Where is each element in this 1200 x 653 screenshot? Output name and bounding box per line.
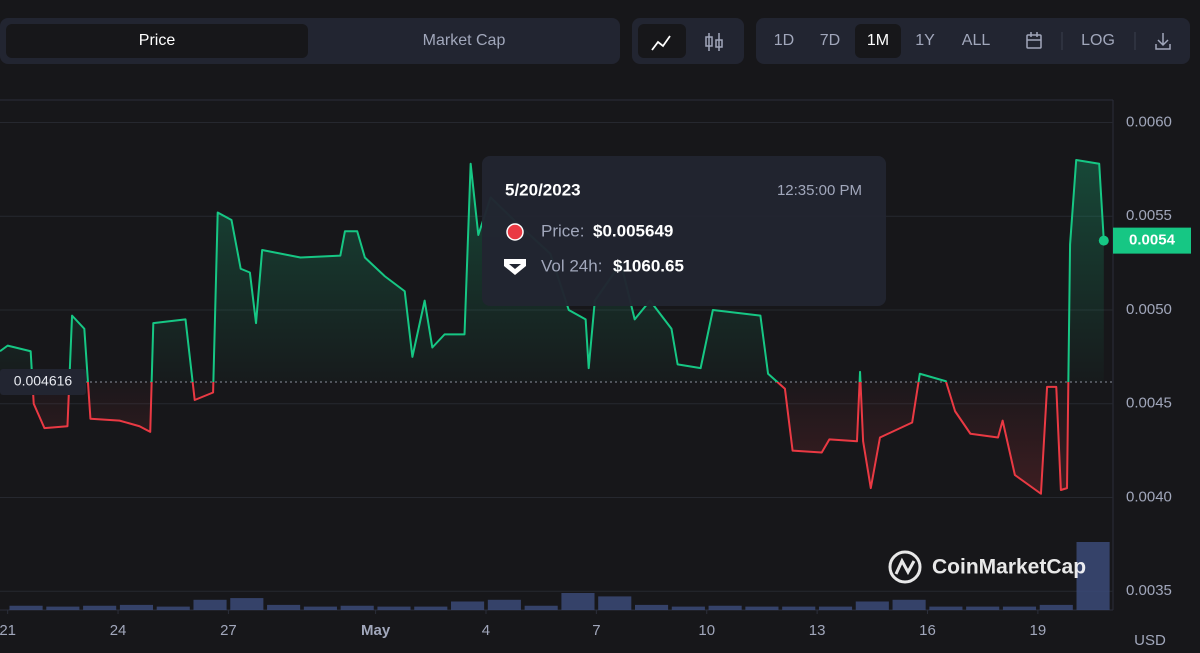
range-button[interactable]: ALL: [962, 32, 991, 49]
volume-bar: [193, 599, 227, 610]
y-tick-label: 0.0045: [1126, 395, 1172, 412]
volume-bar: [818, 606, 853, 610]
volume-bar: [303, 606, 337, 610]
volume-bar: [892, 599, 926, 610]
volume-icon-inner: [509, 264, 521, 269]
x-tick-label: 4: [482, 622, 490, 639]
volume-bar: [855, 601, 889, 610]
watermark: CoinMarketCap: [888, 550, 1086, 584]
download-icon[interactable]: [1155, 33, 1171, 50]
tooltip: 5/20/2023 12:35:00 PM Price: $0.005649 V…: [482, 156, 886, 306]
x-tick-label: 21: [0, 622, 16, 639]
volume-bar: [782, 606, 816, 610]
x-tick-label: 10: [698, 622, 715, 639]
ranges: 1D 7D 1M 1Y ALL: [774, 24, 991, 58]
volume-bar: [414, 606, 448, 610]
last-point: [1098, 235, 1109, 246]
volume-bar: [1039, 604, 1073, 610]
range-button[interactable]: 1M: [867, 32, 889, 49]
tooltip-volume: $1060.65: [613, 256, 684, 275]
metric-tab[interactable]: Price: [139, 32, 176, 49]
x-tick-label: 27: [220, 622, 237, 639]
volume-bar: [9, 605, 43, 610]
price-dot: [506, 223, 524, 241]
y-tick-label: 0.0055: [1126, 207, 1172, 224]
currency: USD: [1134, 632, 1166, 649]
volume-bar: [1002, 606, 1037, 610]
y-tick-label: 0.0050: [1126, 301, 1172, 318]
volume-bar: [119, 604, 153, 610]
selected-tab-bg: [6, 24, 308, 58]
y-tick-label: 0.0060: [1126, 113, 1172, 130]
volume-bar: [1076, 542, 1110, 610]
x-tick-label: May: [361, 622, 391, 639]
x-tick-label: 24: [110, 622, 127, 639]
volume-bar: [230, 598, 264, 610]
x-tick-label: 13: [809, 622, 826, 639]
last-label: 0.0054: [1129, 232, 1176, 249]
plot: 0.0060 0.0055 0.0050 0.0045 0.0040 0.0035 21 24…: [0, 99, 1191, 639]
range-button[interactable]: 7D: [820, 32, 840, 49]
reference-label: 0.004616: [14, 373, 73, 389]
candle-icon[interactable]: [705, 33, 723, 51]
reference-label-bg: [0, 369, 86, 395]
tooltip-price: $0.005649: [593, 221, 673, 240]
volume-bar: [487, 599, 521, 610]
y-tick-label: 0.0040: [1126, 488, 1172, 505]
volume-bar: [156, 606, 190, 610]
x-tick-label: 19: [1030, 622, 1047, 639]
y-tick-label: 0.0035: [1126, 582, 1172, 599]
volume-bar: [377, 606, 411, 610]
volume-bar: [745, 606, 779, 610]
tooltip-time: 12:35:00 PM: [777, 182, 862, 199]
volume-bar: [267, 604, 301, 610]
volume-bar: [634, 604, 669, 610]
line-type-button[interactable]: [638, 24, 686, 58]
tooltip-price-label: Price:: [541, 221, 584, 240]
volume-bar: [340, 605, 374, 610]
range-button[interactable]: 1Y: [915, 32, 935, 49]
volume-bar: [46, 606, 80, 610]
watermark-text: CoinMarketCap: [932, 556, 1086, 579]
price-area: [0, 160, 1104, 494]
log-button[interactable]: LOG: [1081, 32, 1115, 49]
range-button[interactable]: 1D: [774, 32, 794, 49]
tabs: Price Market Cap: [6, 24, 505, 58]
volume-bar: [561, 593, 595, 610]
last-label-bg: [1113, 227, 1191, 254]
tooltip-volume-label: Vol 24h:: [541, 256, 602, 275]
volume-bar: [671, 606, 705, 610]
selected-range-bg: [855, 24, 901, 58]
volume-bar: [598, 596, 632, 610]
volume-bar: [966, 606, 1000, 610]
volume-bar: [524, 605, 558, 610]
volume-bar: [451, 601, 485, 610]
line-icon: [651, 35, 671, 51]
x-tick-label: 16: [919, 622, 936, 639]
metric-tab[interactable]: Market Cap: [423, 32, 506, 49]
volume-bar: [83, 605, 117, 610]
calendar-icon[interactable]: [1026, 32, 1042, 49]
volume-bar: [929, 606, 963, 610]
tooltip-date: 5/20/2023: [505, 180, 581, 199]
x-tick-label: 7: [592, 622, 600, 639]
volume-bar: [708, 605, 742, 610]
